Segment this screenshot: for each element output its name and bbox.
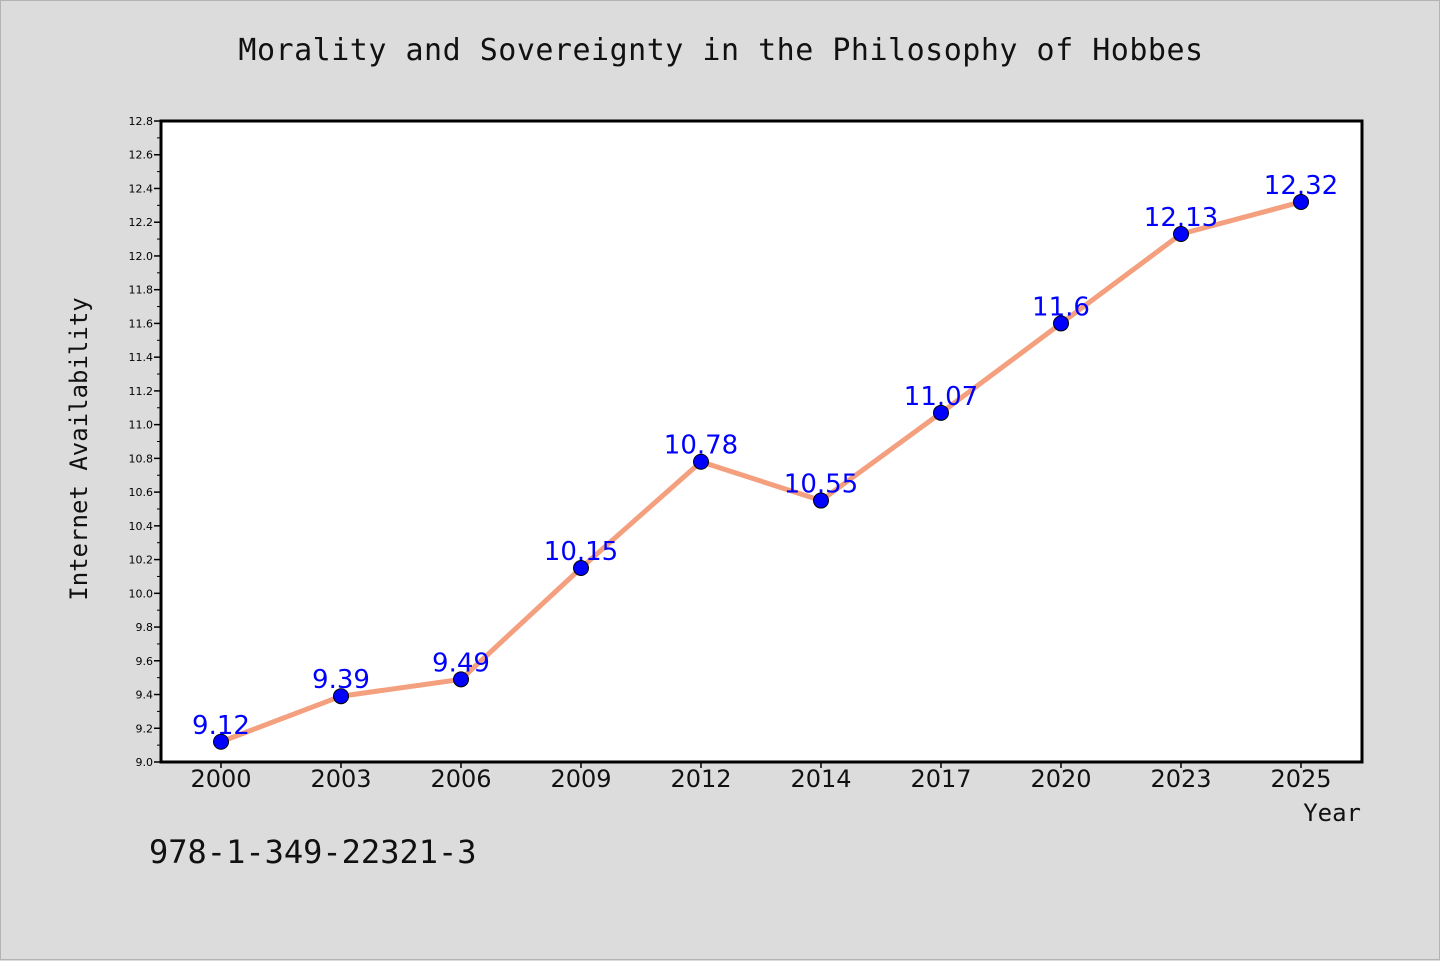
data-point-marker (453, 671, 469, 688)
plot-area (159, 119, 1364, 764)
x-axis: 2000 2003 2006 2009 2012 2014 2017 2020 2023 2025 (190, 762, 1332, 793)
y-tick-label: 9.2 (136, 722, 154, 735)
isbn-text: 978-1-349-22321-3 (149, 833, 477, 871)
data-point-label: 10.15 (544, 537, 618, 567)
data-point-marker (213, 733, 229, 750)
data-point-label: 9.39 (312, 665, 370, 695)
y-tick-label: 10.6 (129, 486, 154, 499)
x-tick-label: 2000 (190, 765, 251, 793)
markers-group (213, 193, 1309, 750)
x-tick-label: 2009 (550, 765, 611, 793)
data-point-marker (333, 688, 349, 705)
x-tick-label: 2025 (1270, 765, 1331, 793)
y-tick-label: 9.6 (136, 655, 154, 668)
y-tick-label: 9.0 (136, 756, 154, 769)
y-tick-label: 10.8 (129, 452, 154, 465)
x-tick-label: 2006 (430, 765, 491, 793)
data-point-label: 9.12 (192, 711, 250, 741)
x-tick-label: 2017 (910, 765, 971, 793)
data-point-label: 11.07 (904, 382, 978, 412)
y-tick-label: 11.0 (129, 419, 154, 432)
x-axis-title: Year (1303, 799, 1361, 827)
y-tick-label: 9.8 (136, 621, 154, 634)
y-tick-label: 11.4 (129, 351, 154, 364)
data-point-label: 10.78 (664, 431, 738, 461)
x-tick-label: 2023 (1150, 765, 1211, 793)
y-axis-title: Internet Availability (65, 297, 93, 600)
data-point-marker (933, 404, 949, 421)
y-tick-label: 12.8 (129, 115, 154, 128)
data-point-marker (813, 492, 829, 509)
chart-title: Morality and Sovereignty in the Philosop… (238, 33, 1204, 68)
data-point-label: 12.13 (1144, 203, 1218, 233)
data-point-marker (573, 560, 589, 577)
y-tick-label: 12.6 (129, 149, 154, 162)
y-tick-label: 10.2 (129, 554, 154, 567)
series-line (220, 199, 1302, 745)
x-tick-label: 2012 (670, 765, 731, 793)
data-point-marker (693, 453, 709, 470)
x-tick-label: 2003 (310, 765, 371, 793)
y-tick-label: 10.4 (129, 520, 154, 533)
series-line-group (220, 199, 1302, 745)
data-point-marker (1053, 315, 1069, 332)
y-tick-label: 12.0 (129, 250, 154, 263)
y-tick-label: 10.0 (129, 587, 154, 600)
data-point-label: 11.6 (1032, 292, 1090, 322)
y-tick-label: 11.6 (129, 317, 154, 330)
y-tick-label: 11.2 (129, 385, 154, 398)
y-tick-label: 12.2 (129, 216, 154, 229)
x-tick-label: 2020 (1030, 765, 1091, 793)
data-point-marker (1173, 226, 1189, 243)
y-tick-label: 12.4 (129, 182, 154, 195)
data-labels-group: 9.12 9.39 9.49 10.15 10.78 10.55 11.07 11.6 12.1… (192, 171, 1338, 741)
data-point-label: 9.49 (432, 648, 490, 678)
y-tick-label: 11.8 (129, 284, 154, 297)
data-point-label: 10.55 (784, 470, 858, 500)
y-tick-label: 9.4 (136, 689, 154, 702)
x-tick-label: 2014 (790, 765, 851, 793)
data-point-label: 12.32 (1264, 171, 1338, 201)
data-point-marker (1293, 193, 1309, 210)
y-axis: 9.0 9.2 9.4 9.6 9.8 10.0 10.2 10.4 10.6 10.8 11.0 1… (129, 115, 161, 769)
